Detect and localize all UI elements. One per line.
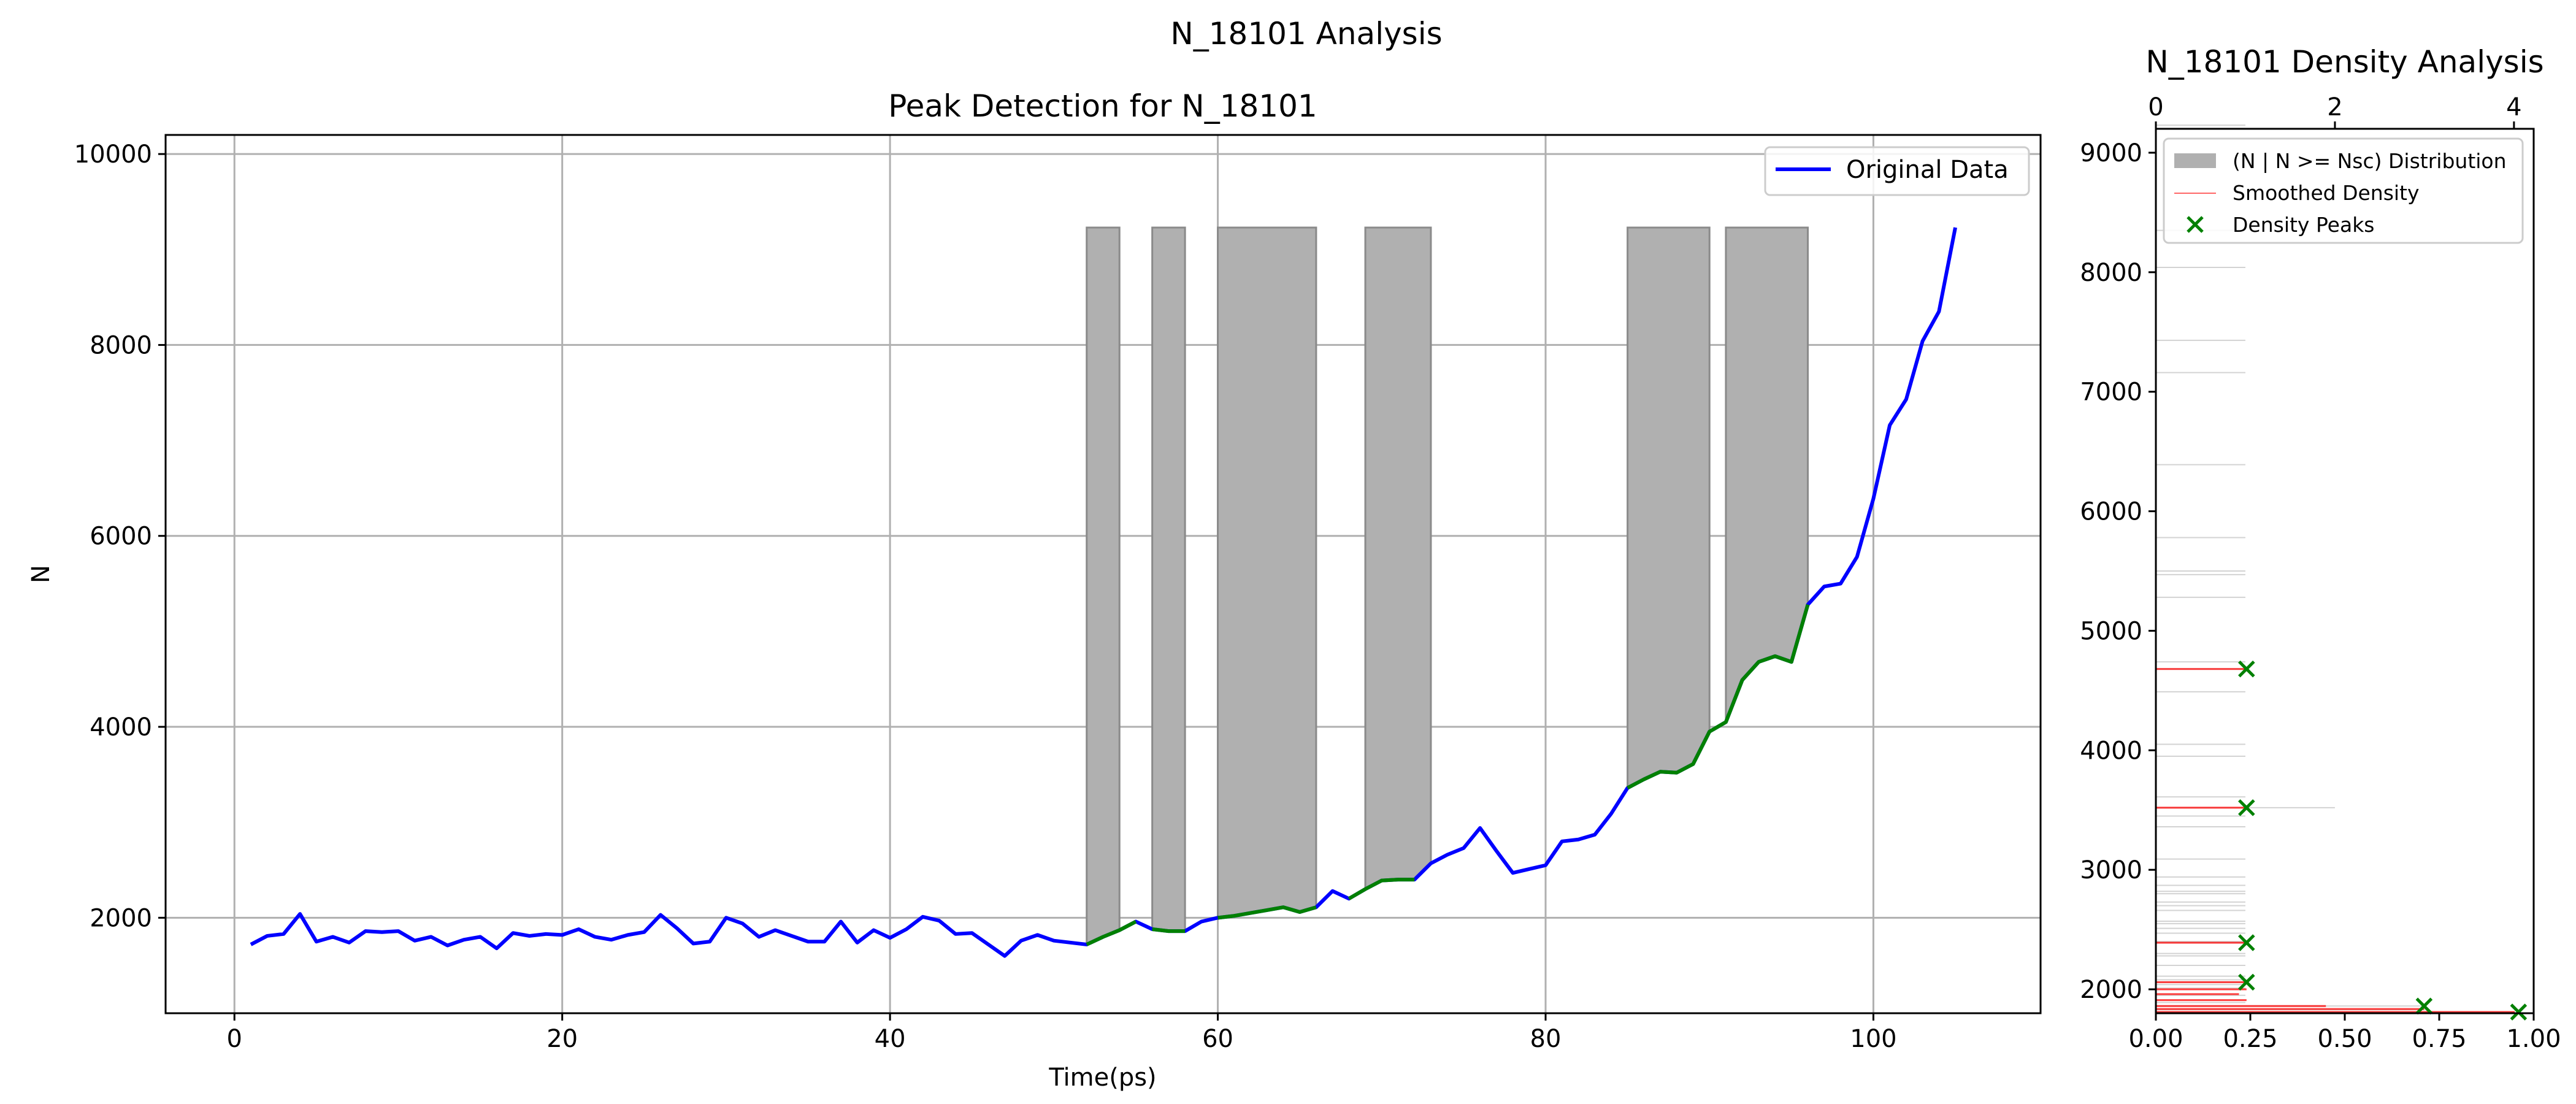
main-lines [250,227,1957,958]
figure-suptitle: N_18101 Analysis [1170,16,1442,52]
side-y-tick-label: 5000 [2080,617,2142,645]
main-peak-region-4 [1364,226,1432,891]
side-legend-label-density: Smoothed Density [2233,181,2420,205]
side-bottom-ticks: 0.00 0.25 0.50 0.75 1.00 [2128,1013,2561,1053]
main-x-tick-label: 60 [1202,1025,1233,1053]
main-y-ticks: 2000 4000 6000 8000 10000 [74,140,166,932]
side-y-tick-label: 8000 [2080,259,2142,287]
main-x-ticks: 0 20 40 60 80 100 [227,1013,1897,1053]
side-density-peak-marker [2238,661,2255,678]
side-density-peak-marker [2238,973,2255,991]
main-x-tick-label: 0 [227,1025,242,1053]
main-x-axis-label: Time(ps) [1048,1064,1156,1092]
main-peak-region-5 [1627,226,1711,790]
side-chart-title: N_18101 Density Analysis [2145,44,2543,80]
side-bottom-tick-label: 0.75 [2412,1025,2466,1053]
side-bottom-tick-label: 0.50 [2317,1025,2372,1053]
side-y-tick-label: 9000 [2080,139,2142,167]
main-x-tick-label: 100 [1850,1025,1896,1053]
main-highlight-segment-1 [1086,919,1137,946]
side-density-peak-marker [2238,799,2255,816]
side-top-tick-label: 0 [2148,93,2163,121]
side-top-ticks: 0 2 4 [2148,93,2522,129]
main-regions [1086,226,1809,946]
side-legend-swatch-peaks [2187,216,2204,233]
side-legend-label-distribution: (N | N >= Nsc) Distribution [2233,149,2507,173]
side-y-tick-label: 2000 [2080,976,2142,1004]
main-peak-region-1 [1086,226,1121,946]
side-legend-swatch-distribution [2174,153,2216,168]
main-chart: Peak Detection for N_18101 0 20 40 60 80 100 … [27,88,2042,1092]
main-x-tick-label: 80 [1530,1025,1562,1053]
side-density-peaks [2238,661,2528,1021]
side-bottom-tick-label: 1.00 [2506,1025,2561,1053]
main-highlight-segment-3 [1217,905,1317,920]
side-top-tick-label: 2 [2327,93,2342,121]
side-y-tick-label: 6000 [2080,498,2142,526]
main-x-tick-label: 40 [875,1025,906,1053]
main-y-axis-label: N [27,565,55,583]
side-legend-label-peaks: Density Peaks [2233,213,2375,237]
main-y-tick-label: 6000 [90,523,152,551]
side-top-tick-label: 4 [2506,93,2521,121]
side-bottom-tick-label: 0.00 [2128,1025,2183,1053]
side-legend: (N | N >= Nsc) Distribution Smoothed Den… [2163,137,2524,244]
side-chart: N_18101 Density Analysis 0.00 0.25 0.50 0.7… [2080,44,2561,1053]
main-y-tick-label: 2000 [90,904,152,932]
main-peak-region-3 [1217,226,1317,919]
side-density-peak-marker [2510,1003,2528,1021]
main-legend-box [1764,146,2030,196]
main-legend-label-original: Original Data [1846,156,2009,184]
main-x-tick-label: 20 [546,1025,578,1053]
side-density-peak-marker [2238,934,2255,951]
main-y-tick-label: 8000 [90,331,152,359]
side-density-lines [2156,668,2515,1013]
side-legend-box [2163,137,2524,244]
side-density-peak-marker [2415,997,2433,1015]
main-highlight-segment-4 [1347,878,1415,900]
main-axes-frame [164,134,2042,1014]
main-y-tick-label: 10000 [74,140,152,169]
main-legend: Original Data [1764,146,2030,196]
side-y-tick-label: 7000 [2080,378,2142,407]
main-highlight-segment-2 [1152,927,1186,933]
side-histogram [2156,125,2514,1013]
side-y-ticks: 2000 3000 4000 5000 6000 7000 8000 9000 [2080,139,2156,1004]
main-y-tick-label: 4000 [90,713,152,742]
main-highlight-segment-5 [1627,604,1810,790]
main-peak-region-2 [1151,226,1186,932]
main-chart-title: Peak Detection for N_18101 [888,88,1317,124]
side-y-tick-label: 4000 [2080,737,2142,765]
side-y-tick-label: 3000 [2080,856,2142,884]
side-bottom-tick-label: 0.25 [2223,1025,2277,1053]
